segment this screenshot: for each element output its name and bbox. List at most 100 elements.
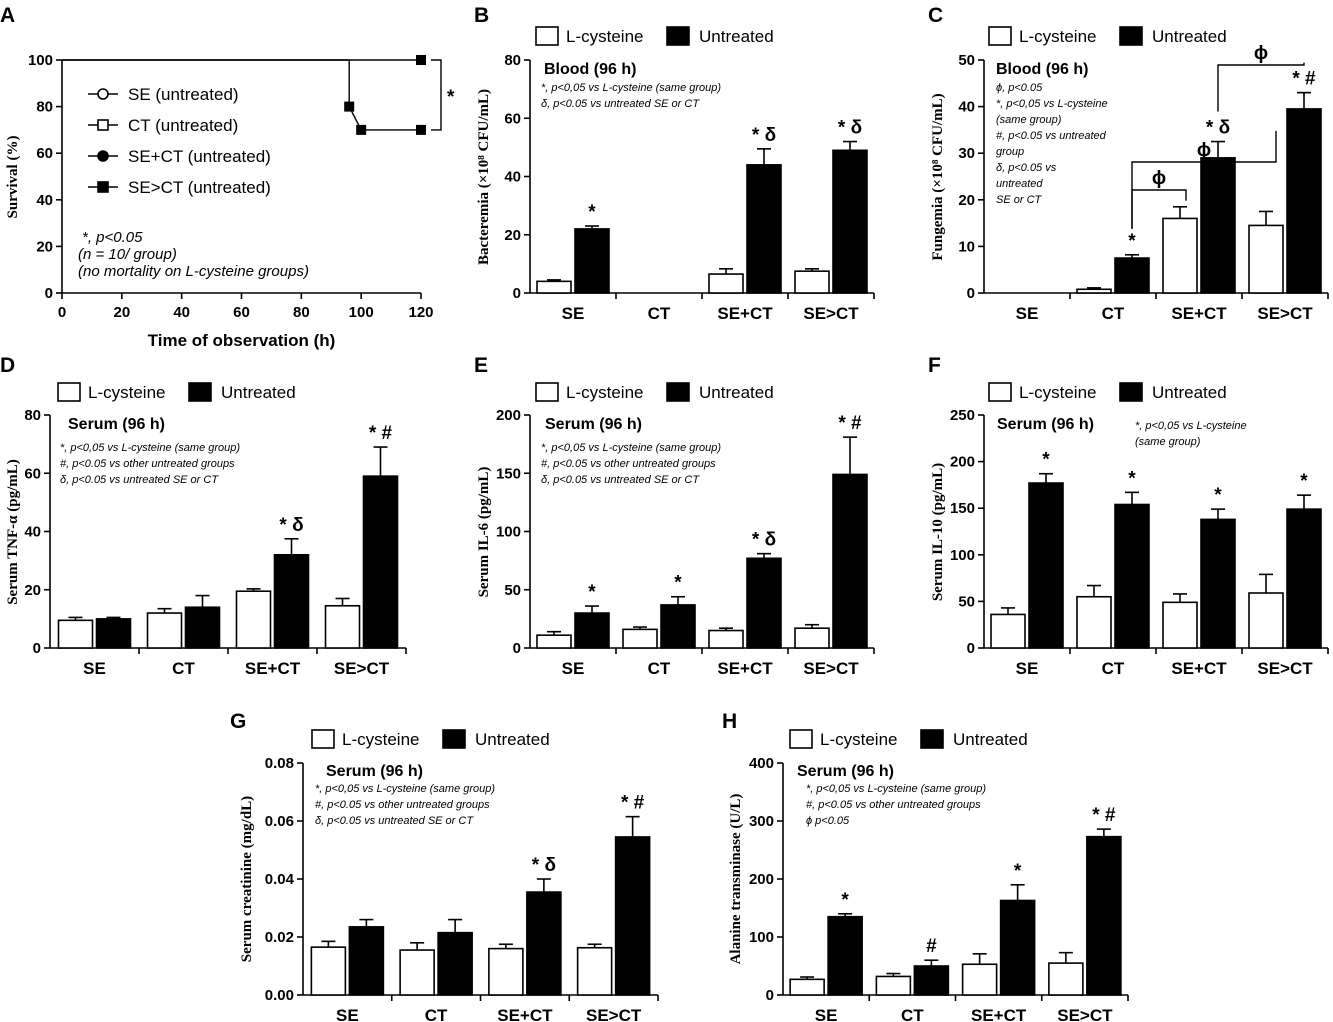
stat-note: δ, p<0.05 vs — [996, 162, 1057, 174]
bar-lcys — [536, 280, 572, 294]
bar-lcys — [146, 612, 183, 649]
stat-note: #, p<0.05 vs other untreated groups — [806, 799, 981, 811]
bar-lcys — [536, 634, 572, 649]
significance-bracket — [1217, 62, 1305, 112]
bar-untreated — [1200, 157, 1236, 294]
legend-swatch-lcys — [988, 26, 1012, 46]
legend-label-untreated: Untreated — [221, 383, 296, 402]
x-tick-label: SE+CT — [717, 659, 773, 678]
legend-label-lcys: L-cysteine — [820, 730, 897, 749]
panel-label: A — [0, 4, 15, 27]
legend-label-lcys: L-cysteine — [342, 730, 419, 749]
y-tick-label: 60 — [24, 465, 41, 482]
bracket-symbol: ϕ — [1254, 43, 1268, 64]
y-tick-label: 100 — [496, 524, 521, 541]
bar-untreated — [832, 149, 868, 294]
legend: L-cysteine Untreated — [311, 729, 550, 749]
y-tick-label: 0.08 — [265, 755, 294, 772]
y-tick-label: 0.04 — [265, 871, 295, 888]
significance-label: * — [1128, 231, 1136, 252]
y-tick-label: 30 — [958, 145, 975, 162]
stat-note: *, p<0,05 vs L-cysteine (same group) — [541, 82, 721, 94]
y-tick-label: 200 — [950, 454, 975, 471]
legend: L-cysteine Untreated — [988, 26, 1227, 46]
stat-note: ϕ p<0.05 — [806, 815, 850, 827]
legend-label-lcys: L-cysteine — [88, 383, 165, 402]
legend-marker — [97, 150, 109, 162]
stat-note: *, p<0,05 vs L-cysteine (same group) — [60, 442, 240, 454]
significance-label: * — [841, 890, 849, 911]
x-tick-label: SE — [83, 659, 106, 678]
y-tick-label: 0 — [513, 285, 521, 302]
panel-e: E 0 50 100 150 200 Serum IL-6 (pg/mL) SE * CT * SE+… — [474, 354, 875, 678]
x-tick-label: SE — [562, 659, 585, 678]
panel-title: Serum (96 h) — [545, 416, 642, 433]
y-axis-label: Serum IL-10 (pg/mL) — [930, 463, 946, 601]
stat-note: δ, p<0.05 vs untreated SE or CT — [541, 474, 700, 486]
y-tick-label: 80 — [504, 52, 521, 69]
x-tick-label: SE>CT — [1057, 1006, 1113, 1022]
legend-label-lcys: L-cysteine — [566, 27, 643, 46]
bar-lcys — [1162, 217, 1198, 294]
bar-lcys — [1248, 592, 1284, 649]
significance-label: # — [926, 936, 937, 957]
x-tick-label: 0 — [58, 304, 66, 321]
x-tick-label: SE>CT — [1257, 304, 1313, 323]
y-tick-label: 50 — [504, 582, 521, 599]
legend-swatch-lcys — [988, 382, 1012, 402]
y-tick-label: 20 — [36, 238, 53, 255]
significance-label: * # — [1292, 69, 1316, 90]
legend-swatch-lcys — [311, 729, 335, 749]
significance-label: * # — [369, 423, 393, 444]
significance-label: * — [1042, 450, 1050, 471]
significance-label: * — [1014, 861, 1022, 882]
significance-label: * — [588, 202, 596, 223]
x-tick-label: CT — [1102, 659, 1125, 678]
bar-untreated — [1114, 503, 1150, 649]
legend: L-cysteine Untreated — [535, 382, 774, 402]
bracket-symbol: ϕ — [1197, 140, 1211, 161]
stat-note: (same group) — [1135, 436, 1201, 448]
survival-marker — [344, 101, 355, 112]
stat-note: *, p<0,05 vs L-cysteine (same group) — [315, 783, 495, 795]
legend-label: CT (untreated) — [128, 116, 238, 135]
bar-untreated — [574, 612, 610, 649]
stat-note: #, p<0.05 vs other untreated groups — [541, 458, 716, 470]
bracket-symbol: ϕ — [1152, 168, 1166, 189]
panel-title: Serum (96 h) — [68, 416, 165, 433]
bar-lcys — [708, 273, 744, 294]
bar-untreated — [273, 553, 310, 649]
x-tick-label: 120 — [408, 304, 433, 321]
y-tick-label: 100 — [749, 929, 774, 946]
significance-label: * # — [621, 793, 645, 814]
legend-label-untreated: Untreated — [953, 730, 1028, 749]
y-tick-label: 100 — [950, 547, 975, 564]
legend-label: SE+CT (untreated) — [128, 147, 271, 166]
stat-note: *, p<0,05 vs L-cysteine (same group) — [541, 442, 721, 454]
y-tick-label: 0 — [513, 640, 521, 657]
legend-label: SE (untreated) — [128, 85, 239, 104]
stat-note: *, p<0,05 vs L-cysteine (same group) — [806, 783, 986, 795]
bar-lcys — [990, 613, 1026, 649]
legend-swatch-lcys — [535, 382, 559, 402]
bar-untreated — [526, 891, 562, 996]
significance-label: * # — [838, 413, 862, 434]
survival-marker — [416, 55, 426, 65]
y-axis-label: Alanine transminase (U/L) — [728, 794, 744, 965]
significance-label: * — [588, 582, 596, 603]
legend-swatch-untreated — [920, 729, 944, 749]
x-tick-label: CT — [648, 304, 671, 323]
x-tick-label: SE+CT — [497, 1006, 553, 1022]
bar-untreated — [746, 557, 782, 649]
legend-swatch-untreated — [188, 382, 212, 402]
bar-untreated — [1028, 482, 1064, 649]
significance-label: * — [1128, 468, 1136, 489]
panel-title: Serum (96 h) — [997, 416, 1094, 433]
y-tick-label: 0.00 — [265, 987, 294, 1004]
legend-label-lcys: L-cysteine — [1019, 383, 1096, 402]
y-tick-label: 0 — [967, 640, 975, 657]
legend-label-untreated: Untreated — [1152, 383, 1227, 402]
stat-note: untreated — [996, 178, 1043, 190]
x-tick-label: SE+CT — [245, 659, 301, 678]
